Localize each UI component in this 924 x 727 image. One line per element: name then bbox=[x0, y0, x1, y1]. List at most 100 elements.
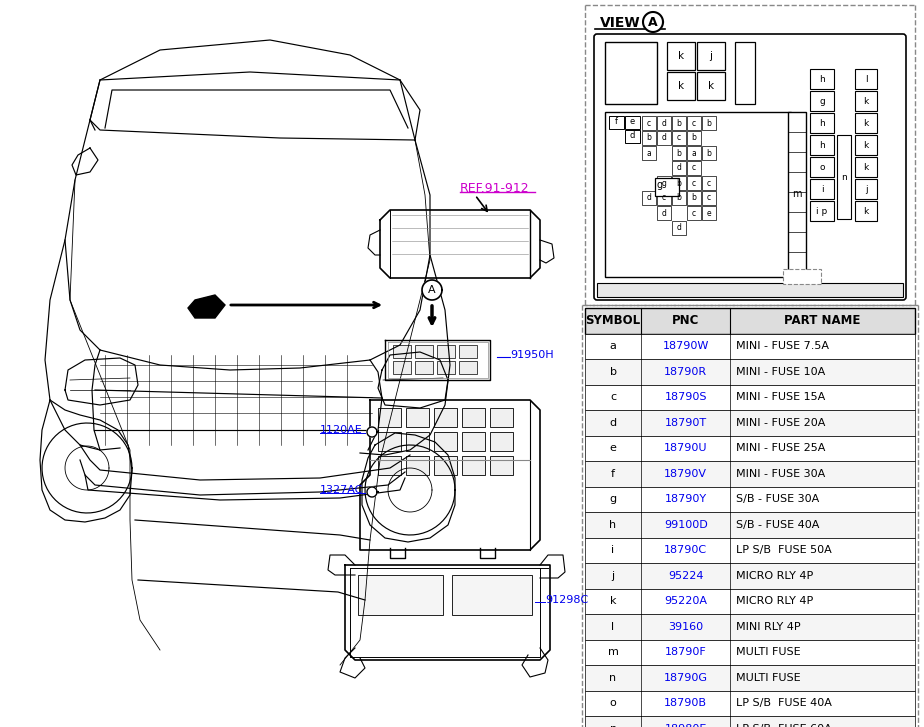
Bar bbox=[585, 537, 915, 563]
Text: MINI - FUSE 20A: MINI - FUSE 20A bbox=[736, 418, 825, 427]
Bar bbox=[697, 72, 725, 100]
Polygon shape bbox=[422, 280, 442, 300]
Text: h: h bbox=[610, 520, 616, 530]
Text: 18790G: 18790G bbox=[663, 672, 708, 683]
Text: k: k bbox=[863, 97, 869, 105]
Text: 18790V: 18790V bbox=[664, 469, 707, 479]
Bar bbox=[378, 408, 401, 427]
Text: d: d bbox=[629, 132, 635, 140]
Text: k: k bbox=[863, 163, 869, 172]
Text: n: n bbox=[841, 172, 847, 182]
Bar bbox=[597, 283, 903, 297]
Bar bbox=[810, 179, 834, 199]
Bar bbox=[434, 432, 457, 451]
Text: g: g bbox=[819, 97, 825, 105]
Text: c: c bbox=[692, 119, 696, 127]
Text: g: g bbox=[610, 494, 616, 505]
Bar bbox=[667, 42, 695, 70]
Text: g: g bbox=[662, 179, 666, 188]
Bar bbox=[605, 112, 791, 277]
Text: 18790Y: 18790Y bbox=[664, 494, 707, 505]
Text: c: c bbox=[707, 193, 711, 203]
Text: LP S/B  FUSE 40A: LP S/B FUSE 40A bbox=[736, 698, 833, 708]
Bar bbox=[687, 146, 701, 160]
Polygon shape bbox=[643, 12, 663, 32]
Text: b: b bbox=[647, 134, 651, 142]
Text: e: e bbox=[707, 209, 711, 217]
Text: k: k bbox=[610, 596, 616, 606]
Text: a: a bbox=[610, 341, 616, 351]
Bar bbox=[642, 146, 656, 160]
Text: REF.91-912: REF.91-912 bbox=[460, 182, 529, 195]
Bar bbox=[434, 408, 457, 427]
Text: MINI - FUSE 10A: MINI - FUSE 10A bbox=[736, 366, 825, 377]
Text: b: b bbox=[610, 366, 616, 377]
Bar bbox=[462, 456, 485, 475]
Bar bbox=[657, 206, 671, 220]
Bar bbox=[406, 408, 429, 427]
Bar bbox=[585, 334, 915, 359]
Text: e: e bbox=[629, 118, 635, 126]
Bar bbox=[855, 179, 877, 199]
Text: b: b bbox=[676, 148, 681, 158]
Bar bbox=[585, 486, 915, 512]
Bar bbox=[490, 408, 513, 427]
Text: S/B - FUSE 40A: S/B - FUSE 40A bbox=[736, 520, 820, 530]
Bar bbox=[490, 456, 513, 475]
Polygon shape bbox=[188, 295, 225, 318]
Text: d: d bbox=[676, 223, 681, 233]
Bar bbox=[415, 345, 433, 358]
Bar bbox=[687, 176, 701, 190]
Text: 18790B: 18790B bbox=[664, 698, 707, 708]
Bar bbox=[585, 512, 915, 537]
Bar bbox=[702, 176, 716, 190]
Text: c: c bbox=[647, 119, 651, 127]
Bar bbox=[837, 135, 851, 219]
Text: A: A bbox=[428, 285, 436, 295]
Text: c: c bbox=[692, 164, 696, 172]
Text: 39160: 39160 bbox=[668, 622, 703, 632]
Text: 18980E: 18980E bbox=[664, 724, 707, 727]
Text: MINI - FUSE 25A: MINI - FUSE 25A bbox=[736, 443, 825, 453]
Bar bbox=[642, 131, 656, 145]
Text: k: k bbox=[863, 140, 869, 150]
Bar bbox=[855, 91, 877, 111]
Bar bbox=[378, 456, 401, 475]
Text: MICRO RLY 4P: MICRO RLY 4P bbox=[736, 596, 813, 606]
Bar bbox=[655, 178, 679, 196]
Text: MINI - FUSE 30A: MINI - FUSE 30A bbox=[736, 469, 825, 479]
Text: PNC: PNC bbox=[672, 314, 699, 327]
Bar bbox=[490, 432, 513, 451]
Text: l: l bbox=[612, 622, 614, 632]
Bar bbox=[459, 361, 477, 374]
Text: h: h bbox=[819, 74, 825, 84]
Bar bbox=[657, 131, 671, 145]
Bar bbox=[642, 116, 656, 130]
Bar bbox=[810, 157, 834, 177]
Bar bbox=[609, 116, 624, 129]
Bar bbox=[687, 206, 701, 220]
Text: e: e bbox=[610, 443, 616, 453]
Text: S/B - FUSE 30A: S/B - FUSE 30A bbox=[736, 494, 820, 505]
Text: 18790F: 18790F bbox=[664, 647, 707, 657]
Text: h: h bbox=[819, 119, 825, 127]
Bar bbox=[585, 359, 915, 385]
Text: j: j bbox=[710, 51, 712, 61]
Bar bbox=[687, 131, 701, 145]
Bar bbox=[625, 130, 640, 143]
Polygon shape bbox=[367, 427, 377, 437]
Bar bbox=[452, 575, 532, 615]
Bar bbox=[358, 575, 443, 615]
Text: n: n bbox=[610, 672, 616, 683]
Bar bbox=[697, 42, 725, 70]
Bar bbox=[810, 201, 834, 221]
Bar bbox=[415, 361, 433, 374]
Bar bbox=[393, 345, 411, 358]
Bar bbox=[687, 191, 701, 205]
Text: c: c bbox=[692, 179, 696, 188]
Bar bbox=[657, 116, 671, 130]
Bar bbox=[437, 361, 455, 374]
Text: MICRO RLY 4P: MICRO RLY 4P bbox=[736, 571, 813, 581]
Text: d: d bbox=[662, 134, 666, 142]
Text: d: d bbox=[610, 418, 616, 427]
